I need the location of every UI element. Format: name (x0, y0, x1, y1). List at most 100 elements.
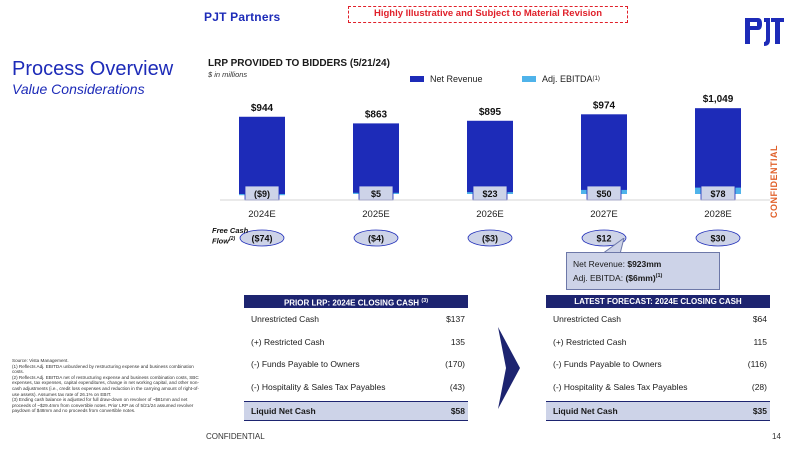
data-label-free-cash-flow: ($4) (368, 234, 384, 244)
row-value: (170) (445, 359, 465, 370)
legend-label-adj-ebitda: Adj. EBITDA (542, 74, 593, 84)
callout-revenue-value: $923mm (627, 259, 662, 269)
table-row: (-) Hospitality & Sales Tax Payables (28) (546, 376, 770, 399)
row-label: (-) Funds Payable to Owners (553, 359, 662, 370)
table-row: Unrestricted Cash $64 (546, 308, 770, 331)
data-label-free-cash-flow: ($3) (482, 234, 498, 244)
table-row: (+) Restricted Cash 115 (546, 331, 770, 354)
x-tick-label: 2028E (704, 209, 731, 220)
illustrative-banner: Highly Illustrative and Subject to Mater… (348, 6, 628, 23)
data-label-net-revenue: $974 (593, 100, 616, 111)
row-value: (28) (751, 381, 767, 392)
footnote-3: (3) Ending cash balance is adjusted for … (12, 397, 194, 414)
row-label: (-) Hospitality & Sales Tax Payables (251, 381, 386, 392)
legend-adj-ebitda: Adj. EBITDA (1) (522, 74, 600, 84)
legend-sup-adj-ebitda: (1) (592, 76, 600, 82)
page-subtitle: Value Considerations (12, 81, 145, 97)
fcf-pill (353, 229, 399, 247)
bar-net-revenue (581, 114, 627, 194)
data-label-adj-ebitda: $50 (596, 189, 611, 199)
total-label: Liquid Net Cash (553, 406, 618, 416)
row-label: (+) Restricted Cash (251, 336, 325, 347)
data-label-adj-ebitda: ($9) (254, 189, 270, 199)
legend-label-net-revenue: Net Revenue (430, 74, 483, 84)
prior-table-header-text: PRIOR LRP: 2024E CLOSING CASH (283, 298, 420, 308)
row-value: (116) (747, 359, 767, 370)
fcf-pill (581, 229, 627, 247)
data-label-adj-ebitda: $5 (371, 189, 381, 199)
callout-line-ebitda: Adj. EBITDA: ($6mm)(1) (573, 270, 713, 284)
latest-forecast-table: LATEST FORECAST: 2024E CLOSING CASH Unre… (546, 295, 770, 421)
bar-net-revenue (695, 108, 741, 194)
data-label-free-cash-flow: ($74) (251, 234, 272, 244)
table-total-row: Liquid Net Cash $58 (244, 401, 468, 421)
fcf-pill (695, 229, 741, 247)
footnote-source: Source: Vista Management. (12, 358, 69, 363)
data-label-net-revenue: $944 (251, 103, 274, 114)
x-tick-label: 2027E (590, 209, 617, 220)
chart-units: $ in millions (208, 70, 248, 79)
callout-ebitda-value: ($6mm) (625, 272, 656, 283)
callout-2024e-latest: Net Revenue: $923mm Adj. EBITDA: ($6mm)(… (566, 252, 720, 290)
row-label: Unrestricted Cash (251, 314, 320, 325)
footnote-2: (2) Reflects Adj. EBITDA net of restruct… (12, 374, 199, 397)
x-tick-label: 2026E (476, 209, 503, 220)
row-label: (+) Restricted Cash (553, 336, 627, 347)
callout-revenue-label: Net Revenue: (573, 259, 628, 269)
page-title: Process Overview (12, 58, 174, 80)
data-label-adj-ebitda: $23 (482, 189, 497, 199)
data-label-free-cash-flow: $30 (710, 234, 725, 244)
row-value: $137 (446, 314, 465, 325)
pjt-logo-icon (745, 18, 784, 46)
footnote-1: (1) Reflects Adj. EBITDA unburdened by r… (12, 363, 194, 375)
prior-lrp-table: PRIOR LRP: 2024E CLOSING CASH (3) Unrest… (244, 295, 468, 421)
legend-swatch-adj-ebitda (522, 76, 536, 82)
fcf-pill (239, 229, 285, 247)
table-row: (+) Restricted Cash 135 (244, 331, 468, 354)
prior-table-header: PRIOR LRP: 2024E CLOSING CASH (3) (244, 295, 468, 308)
row-value: 115 (753, 336, 767, 347)
data-label-net-revenue: $863 (365, 109, 388, 120)
row-label: Unrestricted Cash (553, 314, 622, 325)
page-number: 14 (772, 432, 781, 441)
callout-ebitda-value-wrap: ($6mm)(1) (625, 273, 662, 283)
callout-line-revenue: Net Revenue: $923mm (573, 258, 713, 270)
latest-table-header: LATEST FORECAST: 2024E CLOSING CASH (546, 295, 770, 308)
total-value: $58 (450, 406, 465, 416)
revenue-ebitda-chart: $944 ($9) 2024E ($74) $863 $5 2025E ($4) $895 $23… (220, 94, 770, 247)
row-value: 135 (450, 336, 465, 347)
table-row: (-) Funds Payable to Owners (170) (244, 353, 468, 376)
fcf-pill (467, 229, 513, 247)
data-label-adj-ebitda: $78 (710, 189, 725, 199)
table-total-row: Liquid Net Cash $35 (546, 401, 770, 421)
bar-net-revenue (239, 116, 285, 194)
table-row: (-) Hospitality & Sales Tax Payables (43) (244, 376, 468, 399)
row-value: (43) (449, 381, 465, 392)
fcf-label-sup: (2) (229, 236, 236, 242)
legend-swatch-net-revenue (410, 76, 424, 82)
brand-name: PJT Partners (204, 10, 281, 24)
callout-ebitda-sup: (1) (655, 273, 663, 279)
row-label: (-) Funds Payable to Owners (251, 359, 360, 370)
data-label-free-cash-flow: $12 (596, 234, 611, 244)
footer-confidential: CONFIDENTIAL (206, 432, 265, 441)
row-label: (-) Hospitality & Sales Tax Payables (553, 381, 688, 392)
table-row: Unrestricted Cash $137 (244, 308, 468, 331)
x-tick-label: 2025E (362, 209, 389, 220)
fcf-row-label: Free Cash Flow(2) (212, 226, 248, 246)
legend-net-revenue: Net Revenue (410, 74, 483, 84)
total-value: $35 (752, 406, 767, 416)
data-label-net-revenue: $895 (479, 107, 502, 118)
data-label-net-revenue: $1,049 (703, 94, 734, 105)
total-label: Liquid Net Cash (251, 406, 316, 416)
side-confidential-label: CONFIDENTIAL (769, 145, 779, 218)
callout-ebitda-label: Adj. EBITDA: (573, 272, 626, 283)
footnotes: Source: Vista Management. (1) Reflects A… (12, 358, 200, 414)
chevron-right-icon (498, 327, 520, 409)
table-row: (-) Funds Payable to Owners (116) (546, 353, 770, 376)
prior-table-header-sup: (3) (421, 298, 429, 304)
bar-net-revenue (353, 123, 399, 194)
row-value: $64 (752, 314, 767, 325)
x-tick-label: 2024E (248, 209, 275, 220)
bar-net-revenue (467, 120, 513, 194)
